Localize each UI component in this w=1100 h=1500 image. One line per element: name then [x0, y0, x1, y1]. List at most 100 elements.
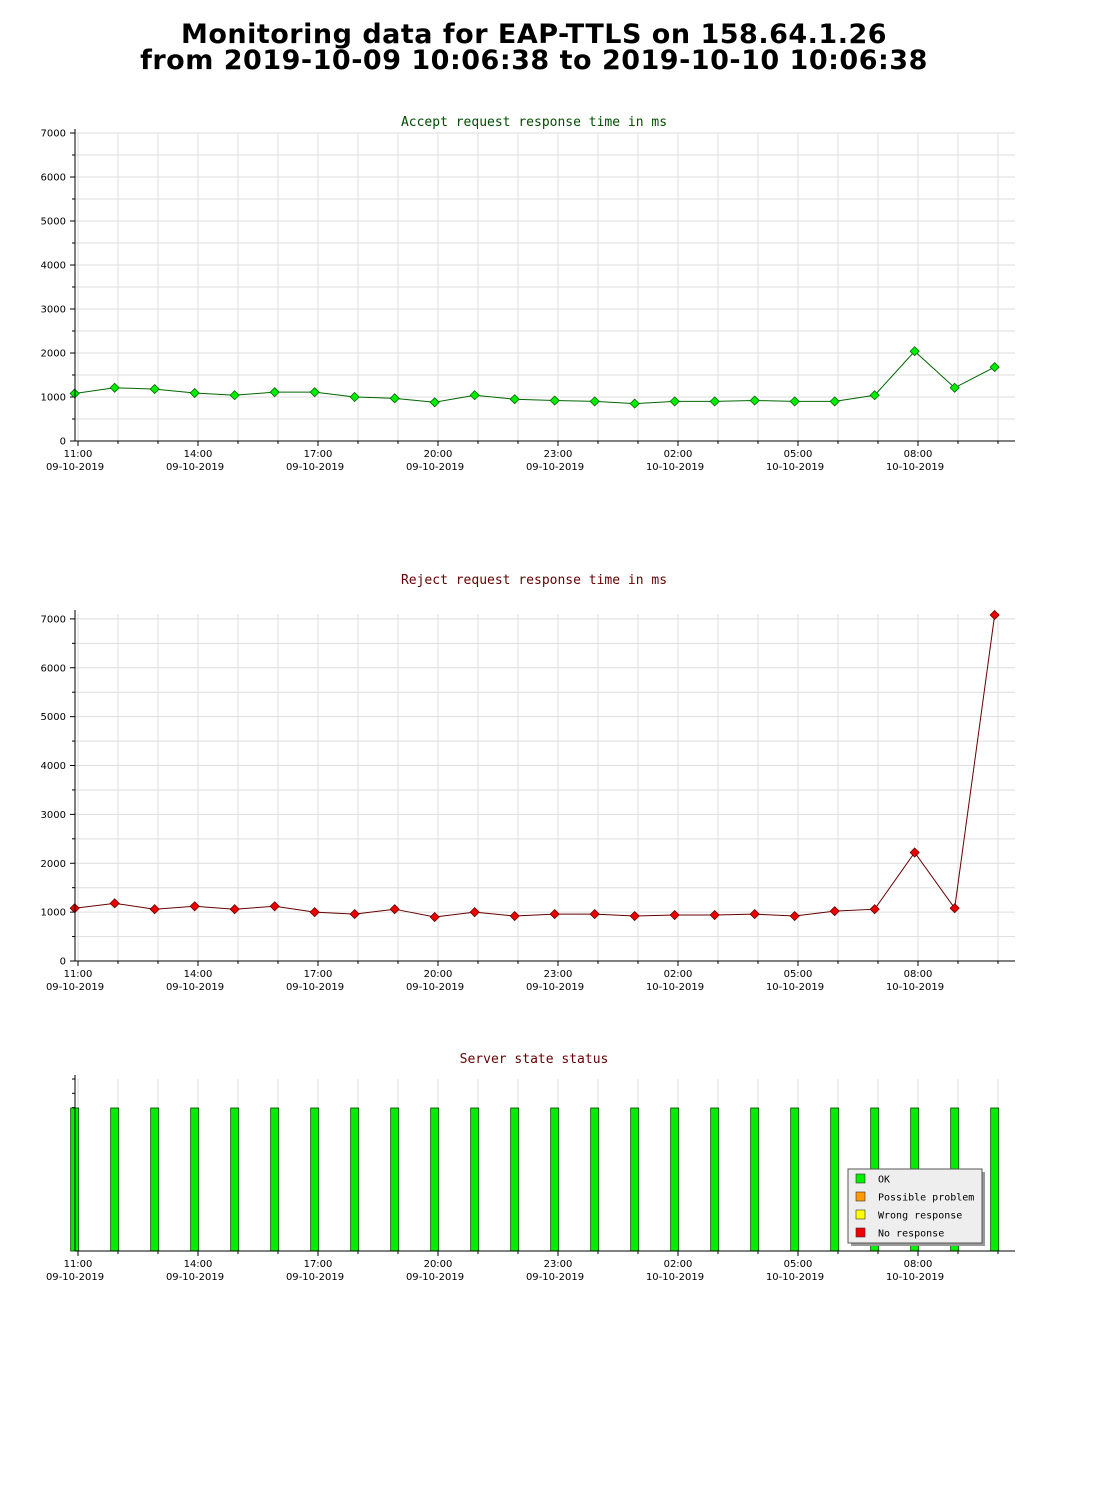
y-tick-label: 7000	[41, 129, 66, 140]
data-point	[229, 904, 240, 915]
x-tick-date: 09-10-2019	[166, 462, 224, 473]
x-tick-date: 09-10-2019	[526, 1272, 584, 1283]
data-point	[669, 396, 680, 407]
x-tick-date: 10-10-2019	[766, 982, 824, 993]
x-tick-date: 10-10-2019	[766, 462, 824, 473]
x-tick-date: 10-10-2019	[886, 1272, 944, 1283]
data-point	[589, 909, 600, 920]
legend-label: OK	[878, 1175, 890, 1186]
data-point	[109, 382, 120, 393]
data-point	[469, 390, 480, 401]
data-point	[269, 901, 280, 912]
chart-title: Reject request response time in ms	[401, 573, 667, 588]
chart-title: Server state status	[460, 1052, 609, 1067]
x-tick-time: 23:00	[544, 1259, 573, 1270]
status-bar	[630, 1107, 640, 1252]
status-bar	[270, 1107, 280, 1252]
status-bar	[310, 1107, 320, 1252]
x-tick-date: 09-10-2019	[526, 462, 584, 473]
legend-label: Wrong response	[878, 1211, 962, 1222]
y-tick-label: 3000	[41, 810, 66, 821]
data-point	[789, 910, 800, 922]
page-title-line2: from 2019-10-09 10:06:38 to 2019-10-10 1…	[140, 45, 928, 76]
chart-panel-1: Reject request response time in ms 0 1000 2…	[41, 573, 1015, 993]
data-point	[629, 910, 640, 922]
data-point	[989, 362, 1000, 373]
data-point	[749, 909, 760, 920]
legend-swatch	[855, 1209, 866, 1220]
x-tick-date: 09-10-2019	[46, 982, 104, 993]
data-point	[469, 907, 480, 918]
x-tick-time: 08:00	[904, 449, 933, 460]
y-tick-label: 6000	[41, 173, 66, 184]
legend-swatch	[855, 1191, 866, 1202]
chart-panel-2: Server state status OK Possible problem Wro…	[46, 1052, 1015, 1283]
data-point	[549, 395, 560, 406]
legend-label: Possible problem	[878, 1193, 974, 1204]
data-point	[389, 904, 400, 915]
x-tick-date: 09-10-2019	[406, 982, 464, 993]
x-tick-date: 09-10-2019	[286, 982, 344, 993]
x-tick-date: 10-10-2019	[766, 1272, 824, 1283]
x-tick-date: 09-10-2019	[526, 982, 584, 993]
chart-title: Accept request response time in ms	[401, 115, 667, 130]
legend-swatch	[855, 1227, 866, 1238]
x-tick-time: 17:00	[304, 449, 333, 460]
x-tick-time: 20:00	[424, 969, 453, 980]
x-tick-date: 09-10-2019	[166, 982, 224, 993]
status-bar	[110, 1107, 120, 1252]
data-point	[909, 346, 920, 357]
y-tick-label: 7000	[41, 614, 66, 625]
x-tick-date: 09-10-2019	[46, 462, 104, 473]
x-tick-time: 23:00	[544, 969, 573, 980]
data-point	[389, 393, 400, 404]
series-line	[74, 614, 996, 918]
data-point	[629, 398, 640, 409]
data-point	[869, 390, 880, 401]
legend-box	[847, 1168, 983, 1244]
status-bar	[550, 1107, 560, 1252]
x-tick-time: 23:00	[544, 449, 573, 460]
data-point	[269, 387, 280, 398]
x-tick-time: 08:00	[904, 1259, 933, 1270]
status-bar	[750, 1107, 760, 1252]
data-point	[309, 387, 320, 398]
data-point	[749, 395, 760, 406]
data-point	[149, 904, 160, 915]
x-tick-date: 10-10-2019	[886, 982, 944, 993]
y-tick-label: 1000	[41, 908, 66, 919]
x-tick-time: 05:00	[784, 1259, 813, 1270]
data-point	[509, 910, 520, 922]
data-point	[109, 898, 120, 909]
x-tick-time: 11:00	[64, 969, 93, 980]
x-tick-date: 09-10-2019	[406, 1272, 464, 1283]
status-bar	[670, 1107, 680, 1252]
data-point	[829, 396, 840, 407]
status-bar	[190, 1107, 200, 1252]
page-title-line1: Monitoring data for EAP-TTLS on 158.64.1…	[180, 19, 888, 50]
data-point	[189, 901, 200, 912]
data-point	[829, 906, 840, 917]
data-point	[989, 609, 1000, 621]
status-bar	[470, 1107, 480, 1252]
data-point	[709, 396, 720, 407]
x-tick-time: 05:00	[784, 449, 813, 460]
data-point	[229, 390, 240, 401]
data-point	[909, 847, 920, 858]
data-point	[429, 397, 440, 408]
x-tick-date: 10-10-2019	[646, 982, 704, 993]
y-tick-label: 3000	[41, 305, 66, 316]
page-title: Monitoring data for EAP-TTLS on 158.64.1…	[0, 19, 1068, 76]
data-point	[349, 391, 360, 403]
x-tick-time: 14:00	[184, 449, 213, 460]
data-point	[189, 387, 200, 399]
x-tick-date: 09-10-2019	[46, 1272, 104, 1283]
y-tick-label: 4000	[41, 261, 66, 272]
status-bar	[350, 1107, 360, 1252]
x-tick-time: 02:00	[664, 449, 693, 460]
series-line	[74, 350, 995, 405]
x-tick-time: 17:00	[304, 969, 333, 980]
data-point	[509, 394, 520, 405]
x-tick-time: 05:00	[784, 969, 813, 980]
